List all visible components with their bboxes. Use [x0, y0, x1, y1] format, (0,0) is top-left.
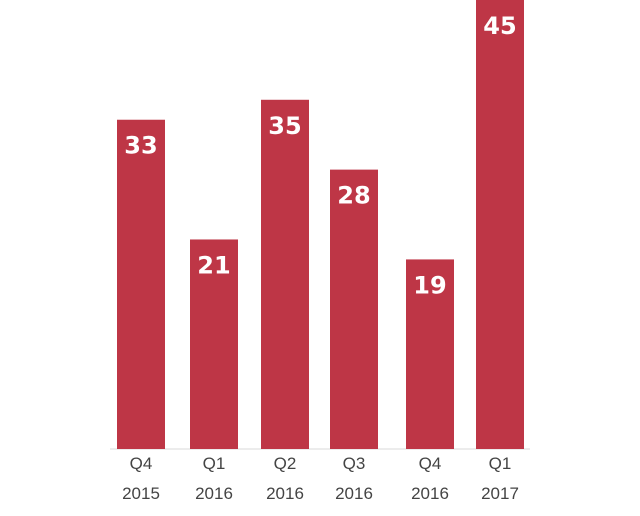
x-tick-label-1-line-0: Q1 [203, 454, 226, 473]
x-tick-label-2-line-1: 2016 [266, 484, 304, 503]
x-tick-labels: Q4 2015 Q1 2016 Q2 2016 Q3 2016 Q4 2016 Q1 2017 [122, 454, 519, 503]
x-tick-label-3-line-1: 2016 [335, 484, 373, 503]
x-tick-label-1-line-1: 2016 [195, 484, 233, 503]
x-tick-label-4-line-0: Q4 [419, 454, 442, 473]
bar-4 [406, 259, 454, 449]
x-tick-label-2-line-0: Q2 [274, 454, 297, 473]
x-tick-label-0-line-0: Q4 [130, 454, 153, 473]
bar-value-label-4: 19 [413, 271, 446, 299]
bar-0 [117, 119, 165, 449]
bar-3 [330, 169, 378, 449]
bar-5 [476, 0, 524, 449]
bar-value-label-2: 35 [268, 112, 301, 140]
bar-value-label-3: 28 [337, 182, 370, 210]
bar-2 [261, 99, 309, 450]
x-tick-label-5-line-1: 2017 [481, 484, 519, 503]
bar-value-label-1: 21 [197, 251, 230, 279]
x-tick-label-5-line-0: Q1 [489, 454, 512, 473]
x-tick-label-0-line-1: 2015 [122, 484, 160, 503]
x-tick-label-3-line-0: Q3 [343, 454, 366, 473]
x-tick-label-4-line-1: 2016 [411, 484, 449, 503]
bar-value-label-0: 33 [124, 132, 157, 160]
bars-group: 33 21 35 28 19 45 [117, 0, 524, 450]
bar-value-label-5: 45 [483, 12, 516, 40]
bar-1 [190, 239, 238, 449]
